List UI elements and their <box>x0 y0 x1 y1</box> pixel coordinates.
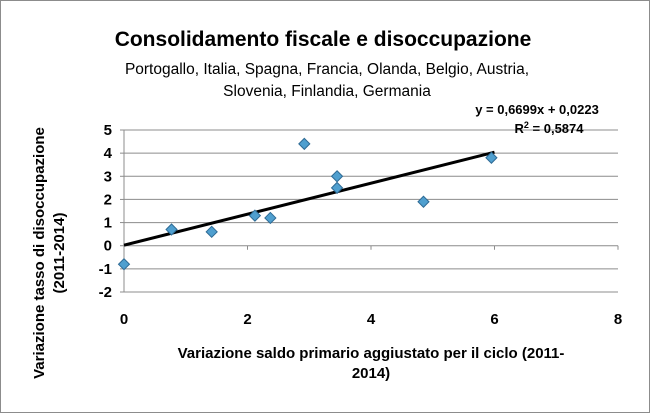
y-tick-label-3: 3 <box>104 168 112 185</box>
data-points <box>117 137 498 271</box>
data-point-5 <box>264 211 277 225</box>
r-squared-label: R2 = 0,5874 <box>515 120 585 136</box>
y-tick-label-2: 2 <box>104 191 112 208</box>
x-tick-label-8: 8 <box>614 311 622 328</box>
trendline-group <box>123 150 495 247</box>
r-squared-value: = 0,5874 <box>529 121 584 136</box>
y-axis-label-line-1: Variazione tasso di disoccupazione <box>31 127 48 379</box>
y-axis-label-line-2: (2011-2014) <box>51 213 68 294</box>
r-squared-superscript: 2 <box>524 120 529 130</box>
y-tick-label-4: 4 <box>104 145 113 162</box>
y-tick-label-0: 0 <box>104 238 112 255</box>
chart-title: Consolidamento fiscale e disoccupazione <box>115 28 532 51</box>
chart-subtitle-line-2: Slovenia, Finlandia, Germania <box>223 83 431 100</box>
data-point-7 <box>330 170 344 183</box>
x-tick-label-4: 4 <box>367 311 376 328</box>
y-tick-label--1: -1 <box>99 261 112 278</box>
data-point-2 <box>165 223 178 236</box>
chart-subtitle-line-1: Portogallo, Italia, Spagna, Francia, Ola… <box>125 61 529 78</box>
data-point-4 <box>248 209 262 222</box>
y-tick-label-1: 1 <box>104 215 112 232</box>
axes <box>120 129 619 293</box>
r-squared-prefix: R <box>515 121 525 136</box>
tick-labels: -2 -1 0 1 2 3 4 5 0 2 4 6 8 <box>99 122 623 328</box>
x-tick-label-2: 2 <box>243 311 251 328</box>
x-axis-label-line-2: 2014) <box>352 365 390 382</box>
trendline <box>123 150 495 247</box>
x-tick-label-0: 0 <box>120 311 128 328</box>
y-tick-label--2: -2 <box>99 284 112 301</box>
trendline-equation: y = 0,6699x + 0,0223 <box>475 102 599 117</box>
data-point-8 <box>330 181 344 195</box>
x-tick-label-6: 6 <box>490 311 498 328</box>
data-point-10 <box>485 151 498 164</box>
data-point-1 <box>117 258 131 271</box>
data-point-9 <box>417 195 430 208</box>
data-point-6 <box>298 137 311 151</box>
data-point-3 <box>205 225 218 239</box>
gridlines <box>124 129 618 293</box>
x-axis-label-line-1: Variazione saldo primario aggiustato per… <box>178 345 565 362</box>
y-tick-label-5: 5 <box>104 122 112 139</box>
